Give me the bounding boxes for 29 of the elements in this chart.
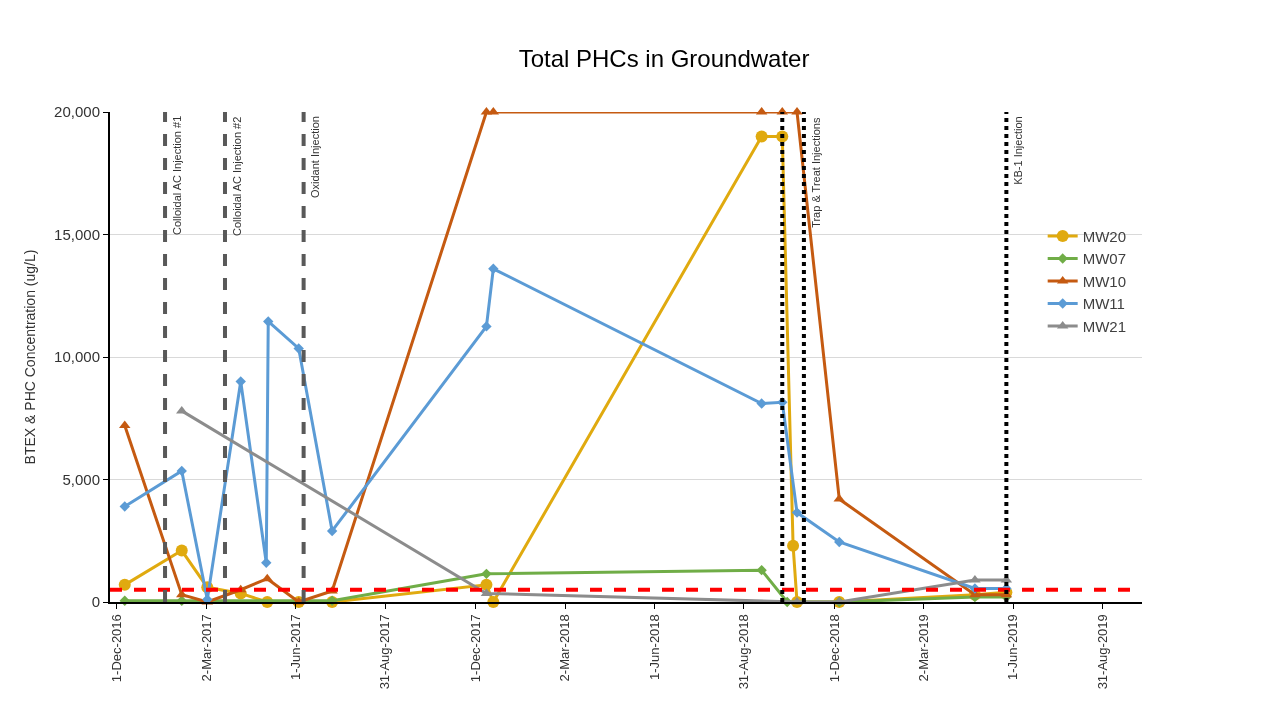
x-tick-label: 2-Mar-2019 xyxy=(916,614,932,682)
x-tick-label: 1-Dec-2018 xyxy=(826,614,842,683)
y-tick-label: 0 xyxy=(91,593,100,611)
x-tick-label: 1-Jun-2018 xyxy=(646,614,662,680)
ref-line-label: Colloidal AC Injection #2 xyxy=(231,116,244,236)
x-tick-label: 2-Mar-2017 xyxy=(198,614,214,682)
y-tick-label: 20,000 xyxy=(54,103,100,121)
x-tick-label: 31-Aug-2017 xyxy=(377,614,393,690)
ref-line-label: Trap & Treat Injections xyxy=(809,117,822,228)
y-tick-label: 10,000 xyxy=(54,348,100,366)
y-tick-label: 15,000 xyxy=(54,225,100,243)
y-tick-label: 5,000 xyxy=(62,470,100,488)
ref-line-label: KB-1 Injection xyxy=(1011,116,1024,185)
legend-label: MW20 xyxy=(1082,227,1127,245)
x-tick-label: 31-Aug-2019 xyxy=(1094,614,1110,690)
x-tick-label: 1-Dec-2016 xyxy=(109,614,125,683)
legend-label: MW10 xyxy=(1082,272,1127,290)
legend-label: MW11 xyxy=(1082,295,1125,313)
x-tick-label: 31-Aug-2018 xyxy=(736,614,752,690)
x-tick-label: 2-Mar-2018 xyxy=(557,614,573,682)
legend-label: MW07 xyxy=(1082,250,1127,268)
chart-title: Total PHCs in Groundwater xyxy=(518,45,810,73)
legend-label: MW21 xyxy=(1082,317,1127,335)
ref-line-label: Colloidal AC Injection #1 xyxy=(171,115,184,235)
ref-line-label: Oxidant Injection xyxy=(309,116,322,199)
x-tick-label: 1-Jun-2019 xyxy=(1005,614,1021,680)
y-axis-title: BTEX & PHC Concentration (ug/L) xyxy=(22,249,39,465)
x-tick-label: 1-Jun-2017 xyxy=(287,614,303,680)
x-tick-label: 1-Dec-2017 xyxy=(467,614,483,683)
